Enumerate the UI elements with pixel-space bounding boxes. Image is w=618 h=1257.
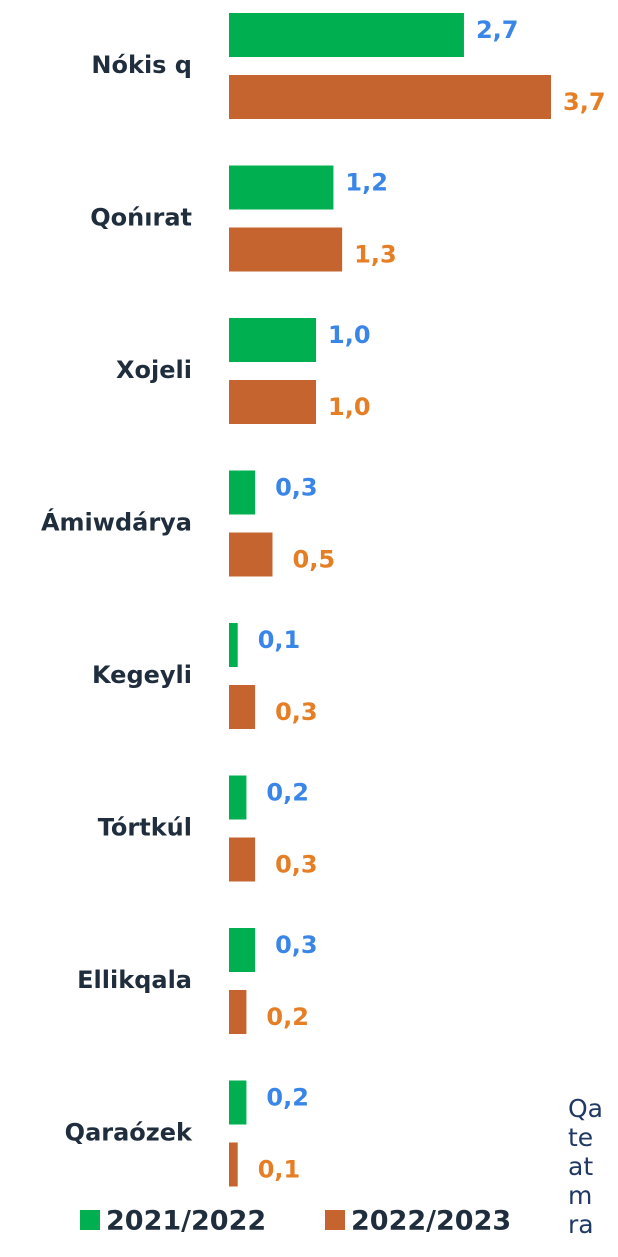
value-label: 0,1 bbox=[258, 1156, 301, 1184]
category-label: Ámiwdárya bbox=[41, 508, 192, 537]
value-label: 1,0 bbox=[328, 321, 371, 349]
bar bbox=[229, 75, 551, 119]
value-label: 0,3 bbox=[275, 851, 318, 879]
legend-label: 2022/2023 bbox=[351, 1206, 511, 1237]
bar bbox=[229, 165, 334, 210]
bar bbox=[229, 227, 343, 272]
category-label: Tórtkúl bbox=[98, 814, 192, 842]
bar bbox=[229, 928, 256, 972]
bar bbox=[229, 775, 247, 820]
bar bbox=[229, 685, 256, 729]
value-label: 0,3 bbox=[275, 931, 318, 959]
value-label: 3,7 bbox=[563, 88, 606, 116]
bar bbox=[229, 318, 317, 362]
value-label: 0,5 bbox=[293, 546, 336, 574]
category-label: Qońırat bbox=[90, 204, 192, 232]
bar bbox=[229, 470, 256, 515]
value-label: 0,3 bbox=[275, 474, 318, 502]
bar bbox=[229, 1080, 247, 1125]
value-label: 0,2 bbox=[266, 779, 309, 807]
value-label: 0,1 bbox=[258, 626, 301, 654]
category-label: Nókis q bbox=[91, 51, 192, 79]
value-label: 0,2 bbox=[266, 1084, 309, 1112]
category-label: Kegeyli bbox=[92, 661, 192, 689]
bar bbox=[229, 623, 238, 667]
value-label: 1,0 bbox=[328, 393, 371, 421]
value-label: 0,2 bbox=[266, 1003, 309, 1031]
note-line: ra bbox=[568, 1210, 594, 1239]
note-line: Qa bbox=[568, 1094, 603, 1123]
value-label: 2,7 bbox=[476, 16, 519, 44]
value-label: 1,2 bbox=[345, 169, 388, 197]
category-label: Xojeli bbox=[116, 356, 192, 384]
bar bbox=[229, 990, 247, 1034]
bar bbox=[229, 532, 273, 577]
bar bbox=[229, 1142, 238, 1187]
legend-swatch bbox=[80, 1210, 100, 1230]
bar bbox=[229, 380, 317, 424]
category-label: Ellikqala bbox=[77, 966, 192, 994]
note-line: m bbox=[568, 1181, 592, 1210]
bar bbox=[229, 837, 256, 882]
value-label: 1,3 bbox=[354, 241, 397, 269]
legend-label: 2021/2022 bbox=[106, 1206, 266, 1237]
note-line: at bbox=[568, 1152, 593, 1181]
value-label: 0,3 bbox=[275, 698, 318, 726]
note-line: te bbox=[568, 1123, 593, 1152]
legend-swatch bbox=[325, 1210, 345, 1230]
category-label: Qaraózek bbox=[65, 1119, 193, 1147]
bar bbox=[229, 13, 464, 57]
